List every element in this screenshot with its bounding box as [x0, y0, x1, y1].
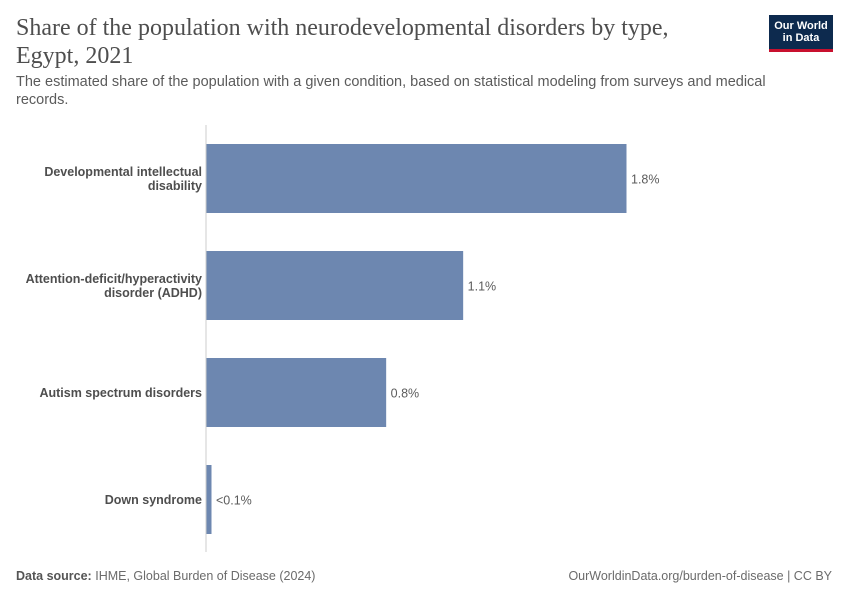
bar-value-label: 1.1% [468, 280, 497, 294]
data-source: Data source: IHME, Global Burden of Dise… [16, 569, 315, 583]
category-label: Down syndrome [105, 493, 202, 507]
bar[interactable] [206, 358, 387, 427]
category-label: Developmental intellectual disability [44, 165, 202, 193]
logo-line-2: in Data [782, 32, 820, 44]
logo-line-1: Our World [774, 20, 828, 32]
owid-logo[interactable]: Our World in Data [769, 15, 833, 52]
category-label: Attention-deficit/hyperactivity disorder … [26, 272, 202, 300]
bar-value-label: <0.1% [216, 494, 252, 508]
data-source-label: Data source: [16, 569, 92, 583]
chart-subtitle: The estimated share of the population wi… [16, 74, 766, 108]
bar-value-label: 1.8% [631, 173, 660, 187]
chart-title: Share of the population with neurodevelo… [16, 15, 669, 69]
bar-value-label: 0.8% [391, 387, 420, 401]
bar[interactable] [206, 144, 627, 213]
footer-link[interactable]: OurWorldinData.org/burden-of-disease | C… [568, 569, 832, 583]
bar[interactable] [206, 465, 212, 534]
category-label: Autism spectrum disorders [39, 386, 202, 400]
bar[interactable] [206, 251, 464, 320]
data-source-text[interactable]: IHME, Global Burden of Disease (2024) [95, 569, 316, 583]
